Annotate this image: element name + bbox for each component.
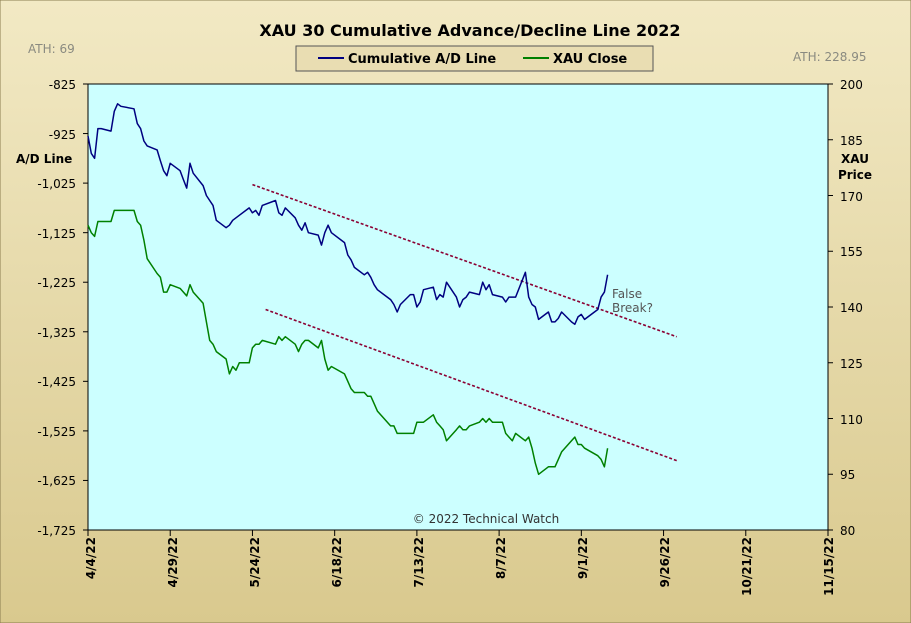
ath-left-label: ATH: 69 [28, 42, 75, 56]
x-tick-label: 4/4/22 [84, 537, 98, 579]
x-tick-label: 6/18/22 [330, 537, 344, 588]
x-tick-label: 9/1/22 [576, 537, 590, 579]
legend: Cumulative A/D Line XAU Close [295, 45, 654, 72]
y-tick-label: -1,225 [37, 276, 76, 290]
false-break-annotation-line1: False [612, 287, 642, 301]
legend-entry-ad-line: Cumulative A/D Line [348, 52, 496, 67]
y-axis-left: -825 -925 -1,025 -1,125 -1,225 -1,325 -1… [37, 78, 76, 538]
y-tick-label: -1,525 [37, 425, 76, 439]
y-tick-label: -825 [49, 78, 76, 92]
y2-tick-label: 155 [840, 245, 863, 259]
trend-line-2 [265, 308, 677, 462]
x-tick-label: 4/29/22 [166, 537, 180, 588]
axis-ticks [83, 83, 833, 536]
y2-tick-label: 170 [840, 190, 863, 204]
ath-right-label: ATH: 228.95 [793, 50, 866, 64]
false-break-annotation-line2: Break? [612, 301, 653, 315]
legend-entry-xau-close: XAU Close [553, 52, 627, 67]
ad-line-series [87, 103, 609, 326]
y-tick-label: -1,325 [37, 326, 76, 340]
y2-tick-label: 185 [840, 134, 863, 148]
y-tick-label: -1,025 [37, 177, 76, 191]
plot-area [87, 83, 829, 531]
y-tick-label: -1,425 [37, 375, 76, 389]
x-axis: 4/4/22 4/29/22 5/24/22 6/18/22 7/13/22 8… [84, 537, 836, 596]
xau-close-series [87, 209, 609, 476]
y-tick-label: -1,125 [37, 227, 76, 241]
chart-title: XAU 30 Cumulative Advance/Decline Line 2… [259, 21, 680, 40]
trend-line-1 [252, 183, 677, 338]
y-axis-right: 200 185 170 155 140 125 110 95 80 [840, 78, 863, 538]
x-tick-label: 11/15/22 [822, 537, 836, 596]
x-tick-label: 8/7/22 [494, 537, 508, 579]
y2-tick-label: 125 [840, 357, 863, 371]
x-tick-label: 5/24/22 [248, 537, 262, 588]
y2-tick-label: 140 [840, 301, 863, 315]
x-tick-label: 7/13/22 [412, 537, 426, 588]
y-tick-label: -925 [49, 128, 76, 142]
y-axis-label-right-line2: Price [838, 168, 872, 182]
y2-tick-label: 95 [840, 468, 855, 482]
y2-tick-label: 80 [840, 524, 855, 538]
y-axis-label-right-line1: XAU [841, 152, 869, 166]
x-tick-label: 10/21/22 [740, 537, 754, 596]
y-tick-label: -1,625 [37, 474, 76, 488]
x-tick-label: 9/26/22 [658, 537, 672, 588]
y-axis-label-left: A/D Line [16, 152, 72, 166]
series-lines [87, 103, 609, 476]
trend-lines [252, 183, 677, 462]
copyright-credit: © 2022 Technical Watch [413, 512, 559, 526]
y2-tick-label: 110 [840, 413, 863, 427]
y2-tick-label: 200 [840, 78, 863, 92]
y-tick-label: -1,725 [37, 524, 76, 538]
